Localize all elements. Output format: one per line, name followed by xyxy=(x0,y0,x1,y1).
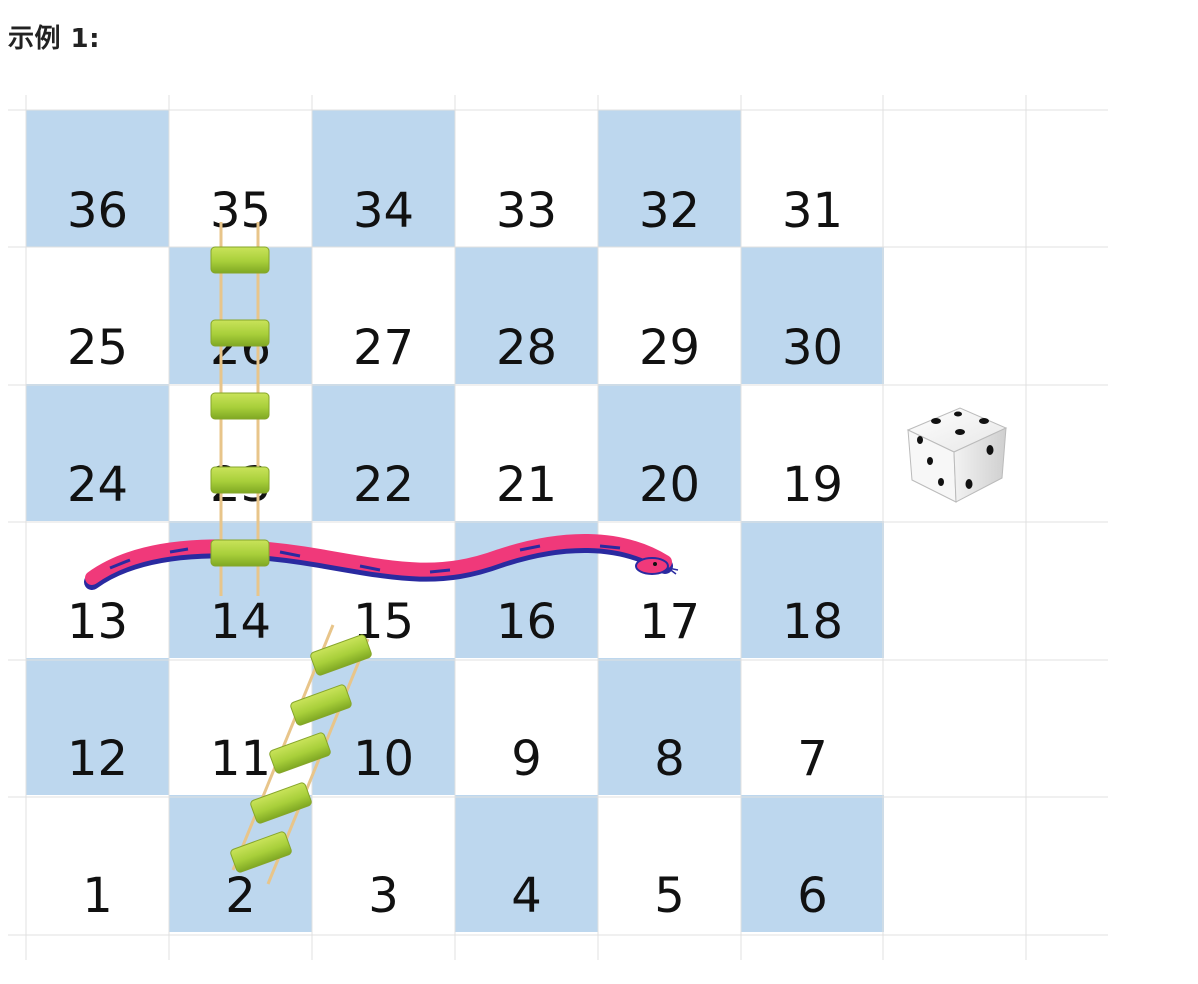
board-cell xyxy=(26,247,169,384)
ladder-14-to-35 xyxy=(210,222,270,596)
cell-number: 36 xyxy=(67,183,128,239)
ladder-rung xyxy=(250,782,312,824)
board-cell xyxy=(455,110,598,247)
cell-number: 21 xyxy=(496,457,557,513)
cell-number: 30 xyxy=(782,320,843,376)
board-cell xyxy=(312,658,455,795)
board-cell xyxy=(312,247,455,384)
board-cell xyxy=(26,658,169,795)
cell-number: 1 xyxy=(82,868,113,924)
dice-icon xyxy=(906,407,1008,503)
cell-numbers: 3635343332312526272829302423222120191314… xyxy=(67,183,843,924)
board-cell xyxy=(741,521,884,658)
ladder-rung xyxy=(290,684,352,726)
ladder-rung xyxy=(210,319,270,347)
board-cell xyxy=(312,521,455,658)
board-cell xyxy=(741,384,884,521)
cell-number: 14 xyxy=(210,594,271,650)
snake-head xyxy=(635,557,669,575)
board-cell xyxy=(169,658,312,795)
board-cell xyxy=(741,247,884,384)
cell-number: 5 xyxy=(654,868,685,924)
cell-number: 29 xyxy=(639,320,700,376)
cell-number: 32 xyxy=(639,183,700,239)
board-cell xyxy=(312,795,455,932)
ladder-rung xyxy=(210,246,270,274)
board-cell xyxy=(169,110,312,247)
cell-number: 18 xyxy=(782,594,843,650)
board-cell xyxy=(741,110,884,247)
ladder-rung xyxy=(210,466,270,494)
board-cell xyxy=(26,384,169,521)
snake-17-to-13 xyxy=(84,534,679,590)
board-cell xyxy=(455,658,598,795)
board-cell xyxy=(26,110,169,247)
cell-number: 28 xyxy=(496,320,557,376)
cell-number: 10 xyxy=(353,731,414,787)
board-cell xyxy=(455,384,598,521)
ladder-rung xyxy=(210,392,270,420)
cell-number: 6 xyxy=(797,868,828,924)
cell-number: 7 xyxy=(797,731,828,787)
ladder-rung xyxy=(230,831,292,873)
board-cell xyxy=(598,247,741,384)
board-cell xyxy=(455,795,598,932)
board-cell xyxy=(598,658,741,795)
cell-number: 27 xyxy=(353,320,414,376)
cell-number: 33 xyxy=(496,183,557,239)
board-cell xyxy=(741,795,884,932)
ladder-rung xyxy=(210,539,270,567)
ladder-2-to-15 xyxy=(230,624,372,885)
board-cell xyxy=(312,110,455,247)
board-gridlines xyxy=(8,95,1108,960)
snake-tongue xyxy=(667,567,679,575)
board-cell xyxy=(741,658,884,795)
cell-number: 19 xyxy=(782,457,843,513)
board-cell xyxy=(455,247,598,384)
cell-number: 22 xyxy=(353,457,414,513)
snake-eye xyxy=(653,562,657,566)
cell-number: 34 xyxy=(353,183,414,239)
cell-number: 4 xyxy=(511,868,542,924)
cell-number: 20 xyxy=(639,457,700,513)
cell-number: 25 xyxy=(67,320,128,376)
cell-number: 11 xyxy=(210,731,271,787)
board-cell xyxy=(26,521,169,658)
ladder-rung xyxy=(310,634,372,676)
cell-number: 9 xyxy=(511,731,542,787)
cell-number: 24 xyxy=(67,457,128,513)
cell-number: 16 xyxy=(496,594,557,650)
ladder-rung xyxy=(269,732,331,774)
cell-number: 2 xyxy=(225,868,256,924)
cell-number: 12 xyxy=(67,731,128,787)
cell-number: 13 xyxy=(67,594,128,650)
board-cell xyxy=(598,110,741,247)
example-title: 示例 1: xyxy=(8,24,101,54)
board-cell xyxy=(312,384,455,521)
cell-number: 31 xyxy=(782,183,843,239)
board-cell xyxy=(26,795,169,932)
cell-number: 17 xyxy=(639,594,700,650)
cell-number: 35 xyxy=(210,183,271,239)
board-cell xyxy=(598,795,741,932)
board-cell xyxy=(598,384,741,521)
cell-number: 3 xyxy=(368,868,399,924)
cell-number: 8 xyxy=(654,731,685,787)
